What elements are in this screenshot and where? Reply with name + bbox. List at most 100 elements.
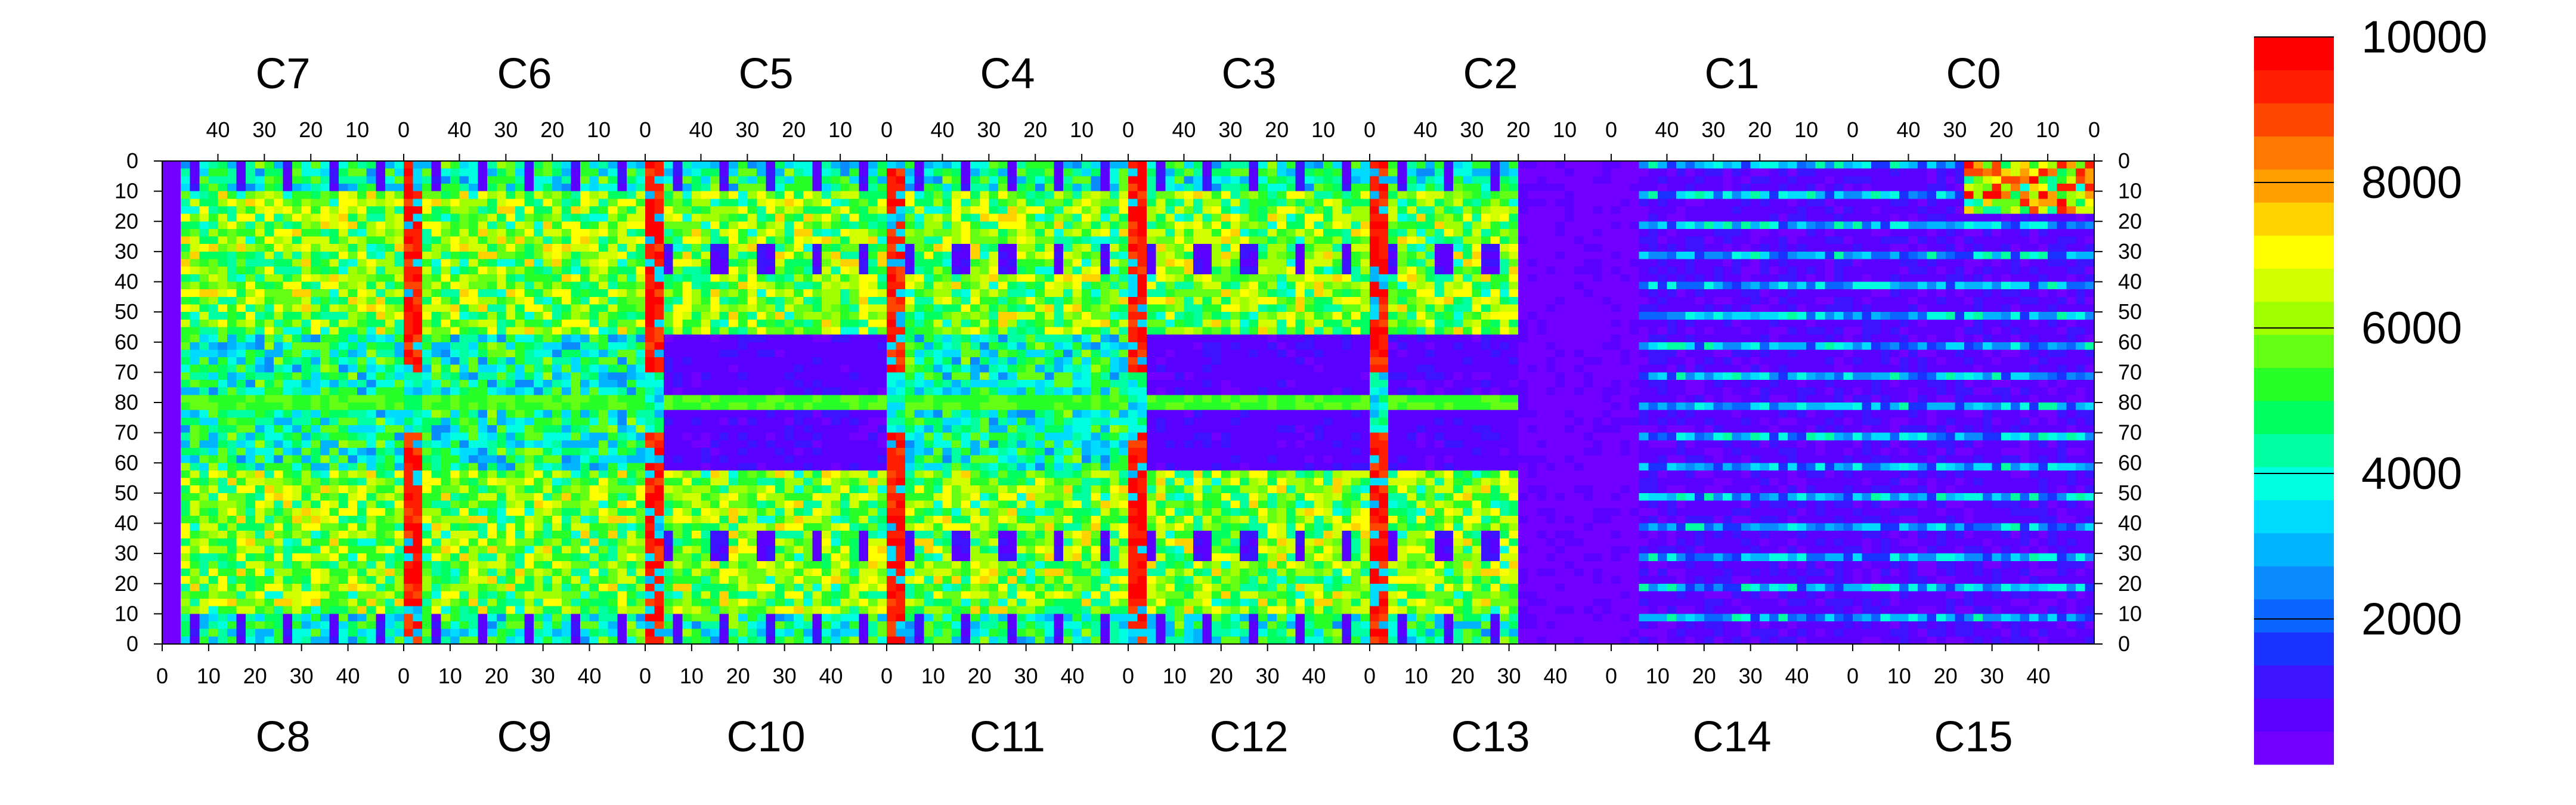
bottom-column-tick-label: 20 [1451, 664, 1475, 688]
bottom-column-tick-label: 20 [1209, 664, 1233, 688]
bottom-column-tick-label: 10 [197, 664, 221, 688]
top-column-tick-label: 0 [1605, 117, 1617, 142]
top-column-tick-label: 40 [1896, 117, 1920, 142]
colorbar-segment [2254, 169, 2334, 203]
top-column-tick-label: 10 [1794, 117, 1818, 142]
bottom-column-tick-label: 0 [1605, 664, 1617, 688]
bottom-column-tick-label: 30 [290, 664, 314, 688]
top-chip-label: C4 [980, 50, 1035, 98]
top-column-tick-label: 30 [977, 117, 1001, 142]
top-column-tick-label: 0 [881, 117, 893, 142]
top-column-tick-label: 30 [1943, 117, 1967, 142]
right-row-tick-label: 50 [2118, 481, 2142, 505]
right-row-tick-label: 20 [2118, 209, 2142, 233]
right-row-tick-label: 10 [2118, 601, 2142, 626]
colorbar-segment [2254, 268, 2334, 302]
top-column-tick-label: 40 [689, 117, 713, 142]
left-row-tick-label: 40 [114, 511, 138, 535]
top-column-tick-label: 10 [1311, 117, 1335, 142]
left-row-tick-label: 10 [114, 601, 138, 626]
bottom-column-tick-label: 0 [1847, 664, 1859, 688]
bottom-column-tick-label: 20 [726, 664, 750, 688]
right-row-ticks: 0 10 20 30 40 50 60 70 80 70 60 50 40 30 20 10 0 [2094, 148, 2142, 656]
top-chip-label: C1 [1704, 50, 1759, 98]
bottom-column-tick-label: 10 [1163, 664, 1187, 688]
top-column-tick-label: 20 [782, 117, 806, 142]
bottom-column-tick-label: 20 [968, 664, 992, 688]
bottom-column-tick-label: 10 [438, 664, 462, 688]
bottom-chip-label: C11 [970, 713, 1045, 761]
colorbar-segment [2254, 632, 2334, 666]
top-column-tick-label: 20 [299, 117, 323, 142]
top-column-tick-label: 40 [1413, 117, 1437, 142]
bottom-column-tick-label: 20 [485, 664, 509, 688]
bottom-chip-label: C8 [255, 713, 310, 761]
left-row-tick-label: 50 [114, 299, 138, 324]
colorbar-tick-label: 2000 [2361, 594, 2462, 645]
bottom-column-tick-label: 40 [1302, 664, 1326, 688]
top-chip-label: C7 [255, 50, 310, 98]
top-column-tick-label: 0 [2088, 117, 2100, 142]
colorbar-segment [2254, 466, 2334, 500]
bottom-column-tick-label: 10 [1404, 664, 1428, 688]
top-column-tick-label: 30 [1701, 117, 1725, 142]
bottom-chip-label: C9 [497, 713, 552, 761]
colorbar-segment [2254, 37, 2334, 70]
left-row-ticks: 0 10 20 30 40 50 60 70 80 70 60 50 40 30 20 10 0 [114, 148, 162, 656]
heatmap-cells-21 [1983, 168, 2076, 214]
left-row-tick-label: 40 [114, 270, 138, 294]
left-row-tick-label: 50 [114, 481, 138, 505]
top-column-tick-label: 20 [1265, 117, 1289, 142]
colorbar-segment [2254, 665, 2334, 699]
top-column-tick-label: 30 [252, 117, 276, 142]
bottom-column-tick-label: 20 [1934, 664, 1958, 688]
bottom-chip-label: C15 [1934, 713, 2012, 761]
top-column-tick-label: 10 [587, 117, 611, 142]
colorbar-segment [2254, 698, 2334, 732]
top-column-tick-label: 40 [1172, 117, 1196, 142]
bottom-column-tick-label: 40 [578, 664, 602, 688]
bottom-column-tick-label: 40 [819, 664, 843, 688]
colorbar-ticks: 2000 4000 6000 8000 10000 [2254, 12, 2487, 645]
bottom-chip-label: C12 [1209, 713, 1288, 761]
left-row-tick-label: 0 [126, 631, 138, 656]
bottom-column-tick-label: 20 [243, 664, 267, 688]
colorbar-segment [2254, 566, 2334, 600]
top-column-tick-label: 0 [1122, 117, 1134, 142]
left-row-tick-label: 30 [114, 239, 138, 264]
left-row-tick-label: 30 [114, 541, 138, 565]
bottom-column-tick-label: 0 [1122, 664, 1134, 688]
bottom-chip-labels: C8 C9 C10 C11 C12 C13 C14 C15 [255, 713, 2012, 761]
bottom-column-tick-label: 0 [156, 664, 168, 688]
colorbar-segment [2254, 532, 2334, 566]
left-row-tick-label: 80 [114, 390, 138, 414]
colorbar-segment [2254, 731, 2334, 765]
right-row-tick-label: 30 [2118, 541, 2142, 565]
top-column-tick-label: 40 [206, 117, 230, 142]
top-column-tick-label: 0 [639, 117, 651, 142]
colorbar-segment [2254, 434, 2334, 467]
left-row-tick-label: 0 [126, 148, 138, 173]
colorbar-segment [2254, 401, 2334, 434]
top-chip-label: C0 [1946, 50, 2001, 98]
colorbar-tick-label: 8000 [2361, 157, 2462, 208]
top-column-tick-label: 10 [1553, 117, 1577, 142]
right-row-tick-label: 40 [2118, 511, 2142, 535]
top-column-tick-label: 40 [447, 117, 471, 142]
colorbar [2254, 37, 2334, 765]
bottom-column-tick-label: 0 [1364, 664, 1376, 688]
heatmap-cells-10 [181, 161, 2085, 644]
right-row-tick-label: 40 [2118, 270, 2142, 294]
right-row-tick-label: 70 [2118, 360, 2142, 384]
bottom-column-tick-label: 40 [1544, 664, 1568, 688]
right-row-tick-label: 60 [2118, 330, 2142, 354]
bottom-column-tick-label: 40 [1785, 664, 1809, 688]
colorbar-segment [2254, 202, 2334, 236]
top-column-tick-label: 30 [1460, 117, 1484, 142]
bottom-column-tick-label: 30 [1256, 664, 1280, 688]
left-row-tick-label: 70 [114, 420, 138, 445]
bottom-column-tick-label: 10 [921, 664, 945, 688]
right-row-tick-label: 20 [2118, 571, 2142, 596]
right-row-tick-label: 30 [2118, 239, 2142, 264]
